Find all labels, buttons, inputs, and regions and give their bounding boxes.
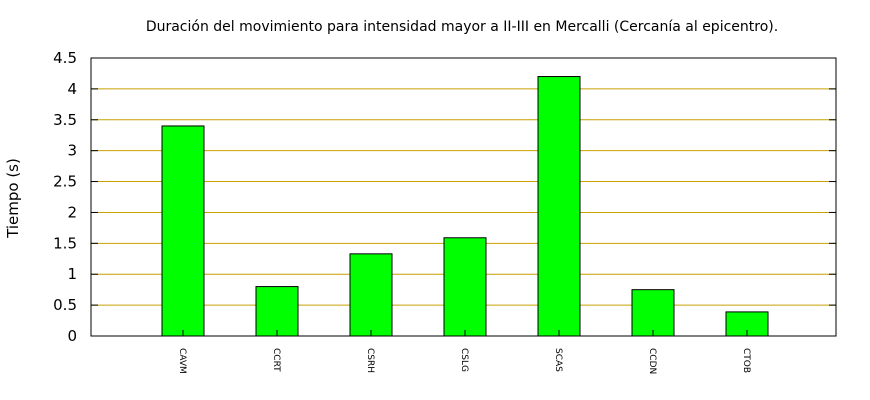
x-tick-label: CSRH	[365, 348, 375, 373]
y-tick-label: 2.5	[53, 173, 77, 191]
bar-scas	[537, 76, 581, 337]
bar-ccdn	[631, 289, 675, 337]
x-tick-label: CAVM	[177, 348, 187, 374]
y-tick-label: 4.5	[53, 49, 77, 67]
y-tick-label: 4	[67, 80, 77, 98]
bar-csrh	[349, 253, 393, 337]
y-tick-label: 3	[67, 142, 77, 160]
x-tick-label: CCRT	[271, 348, 281, 372]
x-tick-label: SCAS	[553, 348, 563, 372]
y-tick-label: 1.5	[53, 234, 77, 252]
y-tick-labels: 0 0.5 1 1.5 2 2.5 3 3.5 4 4.5	[53, 49, 77, 345]
y-axis-label: Tiempo (s)	[4, 158, 22, 239]
x-tick-label: CTOB	[741, 348, 751, 373]
y-tick-label: 0	[67, 327, 77, 345]
x-tick-label: CCDN	[647, 348, 657, 374]
axes	[90, 57, 837, 337]
chart-title: Duración del movimiento para intensidad …	[146, 19, 778, 35]
bars	[161, 76, 769, 337]
plot-frame	[90, 57, 837, 337]
y-tick-label: 2	[67, 203, 77, 221]
y-tick-label: 1	[67, 265, 77, 283]
x-tick-label: CSLG	[459, 348, 469, 372]
y-tick-label: 3.5	[53, 111, 77, 129]
y-tick-label: 0.5	[53, 296, 77, 314]
bar-cavm	[161, 125, 205, 337]
bar-cslg	[443, 237, 487, 337]
x-tick-labels: CAVM CCRT CSRH CSLG SCAS CCDN CTOB	[177, 348, 751, 374]
bar-ccrt	[255, 286, 299, 337]
